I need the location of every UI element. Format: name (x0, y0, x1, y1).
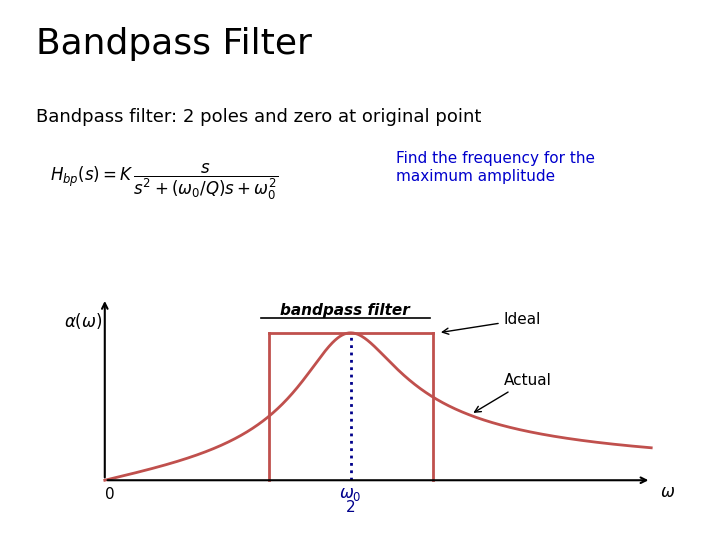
Text: Find the frequency for the
maximum amplitude: Find the frequency for the maximum ampli… (396, 151, 595, 184)
Text: bandpass filter: bandpass filter (280, 303, 410, 318)
Text: $\omega$: $\omega$ (660, 483, 675, 501)
Text: $H_{bp}(s) = K\,\dfrac{s}{s^2 + (\omega_0/Q)s + \omega_0^2}$: $H_{bp}(s) = K\,\dfrac{s}{s^2 + (\omega_… (50, 162, 279, 202)
Text: Bandpass Filter: Bandpass Filter (36, 27, 312, 61)
Text: 0: 0 (105, 487, 115, 502)
Text: $\omega_0$: $\omega_0$ (339, 485, 362, 503)
Text: Bandpass filter: 2 poles and zero at original point: Bandpass filter: 2 poles and zero at ori… (36, 108, 482, 126)
Text: Ideal: Ideal (442, 312, 541, 334)
Text: 2: 2 (346, 501, 356, 516)
Text: Actual: Actual (474, 373, 552, 412)
Text: $\alpha(\omega)$: $\alpha(\omega)$ (63, 310, 102, 330)
